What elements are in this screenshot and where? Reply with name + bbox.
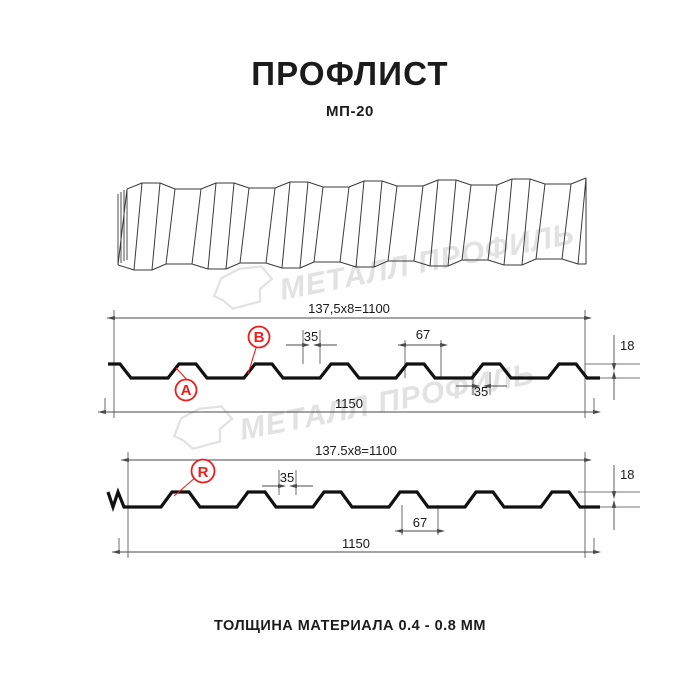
section-a-b: 137,5x8=1100 1150 18 35 bbox=[97, 301, 640, 418]
isometric-profile-sheet bbox=[117, 177, 587, 271]
pitch-dimension-label: 137.5x8=1100 bbox=[315, 443, 397, 458]
overall-width-label: 1150 bbox=[335, 396, 363, 411]
overall-width-label: 1150 bbox=[342, 536, 370, 551]
valley-width-label: 67 bbox=[413, 515, 427, 530]
section-r: 137.5x8=1100 1150 18 35 bbox=[106, 443, 640, 558]
model-subtitle: МП-20 bbox=[326, 103, 374, 120]
crest-width-label: 35 bbox=[280, 470, 294, 485]
extension-lines bbox=[118, 452, 595, 558]
valley-width-dimension: 67 bbox=[394, 505, 446, 535]
valley-width-dimension: 67 bbox=[397, 327, 449, 378]
overall-width-dimension: 1150 bbox=[97, 396, 602, 415]
crest-width-label-2: 35 bbox=[474, 384, 488, 399]
overall-width-dimension: 1150 bbox=[111, 536, 602, 555]
crest-width-dimension: 35 bbox=[262, 470, 313, 495]
valley-width-label: 67 bbox=[416, 327, 430, 342]
height-dimension: 18 bbox=[585, 335, 640, 400]
crest-width-dimension-2: 35 bbox=[456, 372, 507, 399]
material-thickness-note: ТОЛЩИНА МАТЕРИАЛА 0.4 - 0.8 ММ bbox=[214, 618, 486, 634]
marker-r-label: R bbox=[198, 464, 209, 481]
profile-cross-section bbox=[108, 362, 600, 380]
marker-b-label: B bbox=[254, 329, 265, 346]
height-dimension: 18 bbox=[578, 465, 640, 530]
marker-a-label: A bbox=[181, 382, 192, 399]
profile-cross-section bbox=[106, 487, 600, 513]
height-label: 18 bbox=[620, 467, 634, 482]
crest-width-dimension: 35 bbox=[286, 329, 337, 364]
page-title: ПРОФЛИСТ bbox=[251, 55, 449, 92]
marker-a: A bbox=[174, 367, 198, 402]
marker-b: B bbox=[247, 325, 271, 375]
height-label: 18 bbox=[620, 338, 634, 353]
pitch-dimension: 137,5x8=1100 bbox=[106, 301, 593, 321]
marker-r: R bbox=[173, 458, 216, 497]
pitch-dimension-label: 137,5x8=1100 bbox=[308, 301, 390, 316]
pitch-dimension: 137.5x8=1100 bbox=[120, 443, 593, 463]
crest-width-label: 35 bbox=[304, 329, 318, 344]
metall-profil-roof-logo bbox=[212, 265, 274, 310]
